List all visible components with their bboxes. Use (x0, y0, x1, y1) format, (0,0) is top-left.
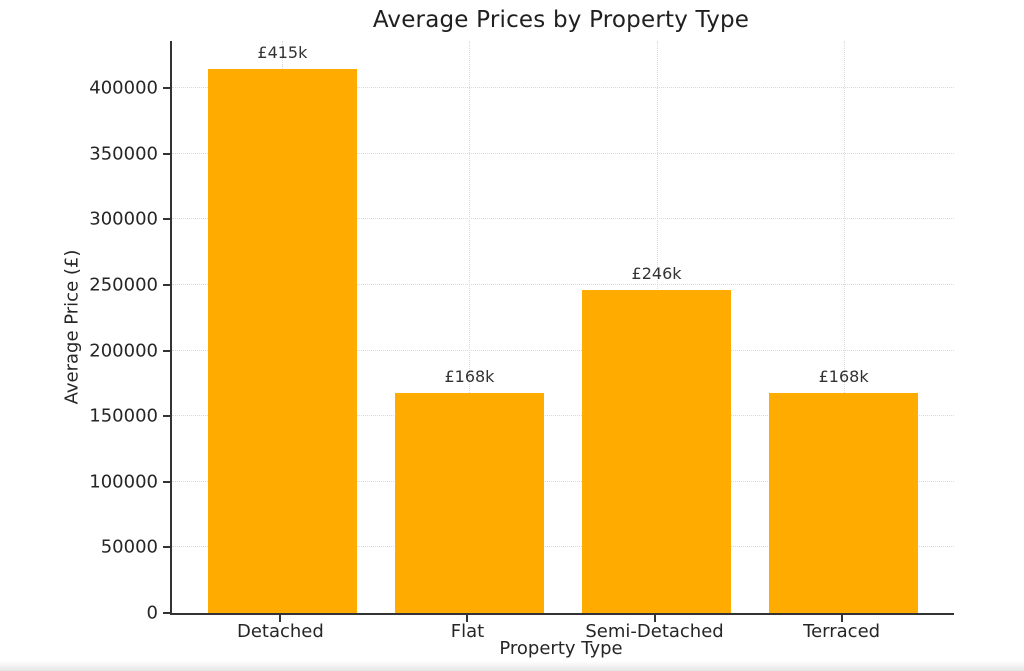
y-tick-mark (163, 218, 170, 221)
y-tick-label: 300000 (89, 208, 158, 230)
x-tick-label: Semi-Detached (585, 621, 724, 642)
gridline-horizontal (172, 87, 954, 89)
gridline-horizontal (172, 152, 954, 154)
gridline-horizontal (172, 349, 954, 351)
x-tick-mark (840, 615, 843, 622)
x-tick-label: Flat (450, 621, 485, 642)
y-tick-mark (163, 415, 170, 418)
gridline-vertical (843, 41, 845, 613)
y-tick-mark (163, 612, 170, 614)
screenshot-bottom-shadow (0, 661, 1024, 671)
bar-value-label: £168k (818, 366, 869, 386)
gridline-horizontal (172, 218, 954, 220)
bar-value-label: £168k (444, 366, 495, 386)
y-axis-label: Average Price (£) (61, 249, 83, 405)
bar-flat (394, 392, 545, 613)
plot-area: £415k £168k £246k £168k (170, 41, 954, 615)
y-tick-label: 0 (146, 602, 158, 624)
y-tick-label: 100000 (89, 471, 158, 493)
y-tick-label: 200000 (89, 340, 158, 362)
bar-terraced (768, 392, 919, 613)
gridline-vertical (469, 41, 471, 613)
gridline-horizontal (172, 480, 954, 482)
y-tick-label: 150000 (89, 405, 158, 427)
bar-value-label: £415k (257, 42, 308, 62)
y-tick-mark (163, 284, 170, 287)
x-tick-mark (279, 615, 282, 622)
y-tick-mark (163, 480, 170, 483)
y-tick-mark (163, 546, 170, 549)
bar-detached (207, 68, 358, 613)
x-tick-label: Terraced (803, 621, 881, 642)
bar-value-label: £246k (631, 264, 682, 284)
y-tick-label: 50000 (100, 536, 158, 558)
y-tick-label: 350000 (89, 143, 158, 165)
x-axis-label: Property Type (499, 638, 623, 659)
x-tick-mark (653, 615, 656, 622)
chart-title: Average Prices by Property Type (372, 7, 750, 33)
gridline-horizontal (172, 546, 954, 548)
x-tick-mark (466, 615, 469, 622)
y-tick-label: 400000 (89, 77, 158, 99)
gridline-horizontal (172, 284, 954, 286)
y-tick-mark (163, 87, 170, 90)
x-tick-label: Detached (236, 621, 324, 642)
y-tick-mark (163, 152, 170, 155)
y-tick-mark (163, 349, 170, 352)
gridline-horizontal (172, 415, 954, 417)
y-tick-label: 250000 (89, 274, 158, 296)
bar-semi-detached (581, 290, 732, 613)
